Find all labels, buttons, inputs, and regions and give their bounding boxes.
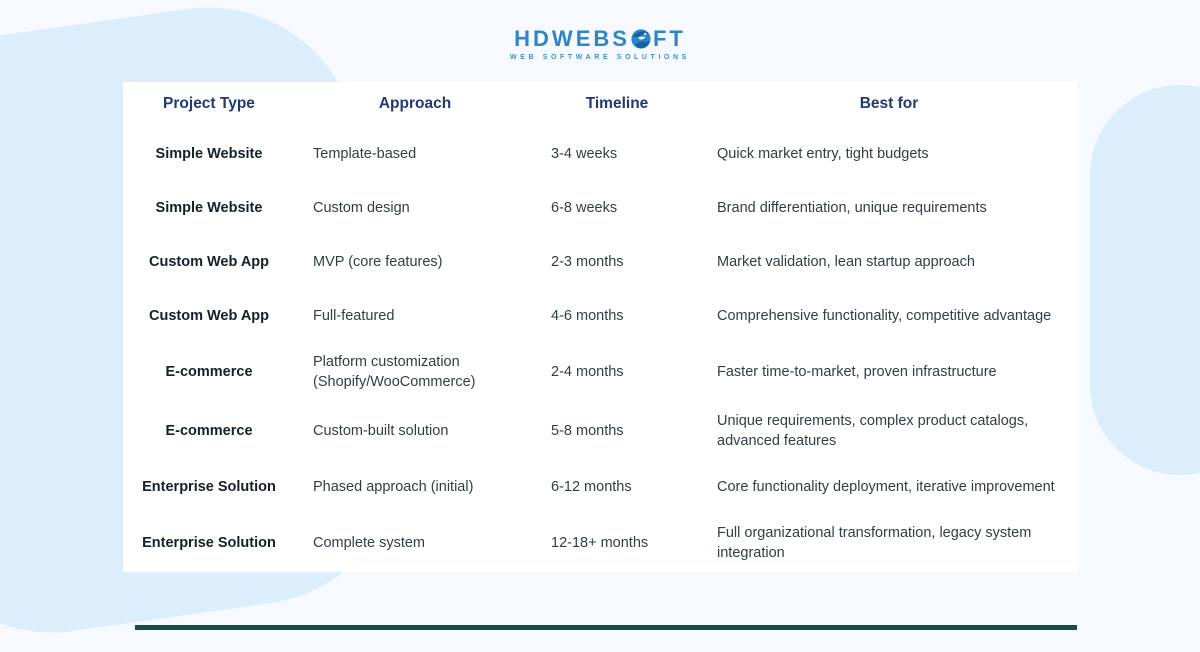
logo-tagline: WEB SOFTWARE SOLUTIONS (510, 54, 690, 61)
cell-timeline: 3-4 weeks (551, 145, 618, 162)
cell-project-type: Enterprise Solution (142, 535, 276, 552)
cell-timeline: 12-18+ months (551, 535, 649, 552)
cell-project-type: E-commerce (165, 422, 253, 439)
column-header-approach: Approach (297, 82, 533, 126)
cell-approach: Full-featured (313, 307, 395, 324)
logo-text-right: FT (652, 26, 686, 51)
background-blob-right (1090, 85, 1200, 475)
cell-best-for: Brand differentiation, unique requiremen… (717, 199, 987, 216)
cell-best-for: Market validation, lean startup approach (717, 253, 975, 270)
cell-project-type: Custom Web App (148, 307, 270, 324)
cell-timeline: 2-4 months (551, 364, 624, 381)
column-header-project-type: Project Type (123, 82, 295, 126)
cell-best-for: Core functionality deployment, iterative… (717, 479, 1055, 496)
column-header-best-for: Best for (701, 82, 1077, 126)
cell-project-type: Simple Website (155, 145, 263, 162)
globe-icon (631, 29, 651, 49)
cell-best-for: Unique requirements, complex product cat… (717, 412, 1029, 449)
cell-timeline: 5-8 months (551, 422, 624, 439)
cell-approach: Complete system (313, 535, 426, 552)
cell-best-for: Faster time-to-market, proven infrastruc… (717, 364, 997, 381)
cell-approach: MVP (core features) (313, 253, 443, 270)
hdwebsoft-logo: HDWEBS FT WEB SOFTWARE SOLUTIONS (0, 26, 1200, 61)
cell-timeline: 6-12 months (551, 479, 632, 496)
logo-text-left: HDWEBS (514, 26, 630, 51)
cell-project-type: Simple Website (155, 199, 263, 216)
cell-approach: Template-based (313, 145, 417, 162)
column-header-timeline: Timeline (535, 82, 699, 126)
bottom-accent-bar (135, 625, 1077, 630)
comparison-table-grid: Project Type Approach Timeline Best for … (123, 82, 1077, 572)
cell-project-type: Custom Web App (148, 253, 270, 270)
cell-timeline: 4-6 months (551, 307, 624, 324)
cell-project-type: Enterprise Solution (142, 479, 276, 496)
cell-best-for: Full organizational transformation, lega… (717, 525, 1032, 562)
logo-wordmark: HDWEBS FT (514, 26, 686, 52)
cell-best-for: Quick market entry, tight budgets (717, 145, 929, 162)
cell-approach: Phased approach (initial) (313, 479, 474, 496)
comparison-table: Project Type Approach Timeline Best for … (123, 82, 1077, 572)
cell-approach: Platform customization (Shopify/WooComme… (313, 354, 476, 391)
cell-approach: Custom-built solution (313, 422, 449, 439)
cell-best-for: Comprehensive functionality, competitive… (717, 307, 1052, 324)
cell-approach: Custom design (313, 199, 410, 216)
cell-timeline: 6-8 weeks (551, 199, 618, 216)
cell-project-type: E-commerce (165, 364, 253, 381)
cell-timeline: 2-3 months (551, 253, 624, 270)
